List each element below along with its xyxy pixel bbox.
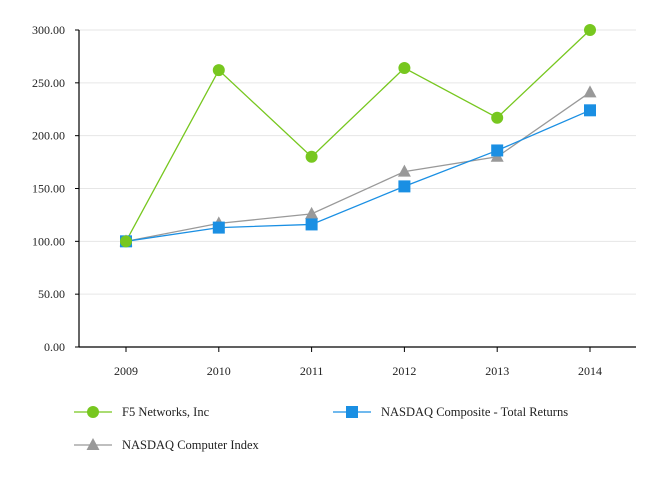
data-point: [212, 221, 225, 234]
x-axis-ticks: 2009 2010 2011 2012 2013 2014: [114, 347, 602, 378]
x-tick-label: 2010: [207, 364, 231, 378]
data-point: [120, 235, 132, 248]
data-point: [583, 85, 597, 98]
legend-label: F5 Networks, Inc: [122, 405, 210, 419]
y-tick-label: 300.00: [32, 23, 65, 37]
x-tick-label: 2014: [578, 364, 602, 378]
data-point: [305, 206, 319, 219]
legend: F5 Networks, Inc NASDAQ Composite - Total…: [74, 405, 568, 452]
data-point: [398, 62, 411, 75]
data-point: [397, 164, 411, 177]
x-tick-label: 2011: [300, 364, 324, 378]
y-tick-label: 50.00: [38, 287, 65, 301]
data-series: [119, 24, 597, 248]
data-point: [305, 218, 318, 231]
legend-item: NASDAQ Composite - Total Returns: [333, 405, 568, 419]
data-point: [491, 144, 504, 157]
y-tick-label: 0.00: [44, 340, 65, 354]
data-point: [584, 104, 596, 117]
legend-label: NASDAQ Computer Index: [122, 438, 260, 452]
data-point: [212, 64, 225, 77]
y-tick-label: 150.00: [32, 182, 65, 196]
legend-label: NASDAQ Composite - Total Returns: [381, 405, 568, 419]
y-axis-ticks: 0.00 50.00 100.00 150.00 200.00 250.00 300.00: [32, 23, 79, 354]
x-tick-label: 2013: [485, 364, 509, 378]
y-tick-label: 250.00: [32, 76, 65, 90]
data-point: [491, 111, 504, 124]
grid-lines: [79, 29, 636, 295]
data-point: [398, 180, 411, 193]
series-line: [125, 109, 591, 242]
series-line: [125, 29, 591, 242]
y-tick-label: 100.00: [32, 234, 65, 248]
legend-marker: [346, 406, 358, 418]
legend-marker: [86, 438, 100, 450]
x-tick-label: 2012: [392, 364, 416, 378]
series-line: [125, 91, 591, 242]
y-tick-label: 200.00: [32, 129, 65, 143]
data-point: [305, 150, 318, 163]
legend-item: NASDAQ Computer Index: [74, 438, 260, 452]
data-point: [584, 24, 596, 36]
x-tick-label: 2009: [114, 364, 138, 378]
legend-item: F5 Networks, Inc: [74, 405, 210, 419]
legend-marker: [87, 406, 99, 418]
